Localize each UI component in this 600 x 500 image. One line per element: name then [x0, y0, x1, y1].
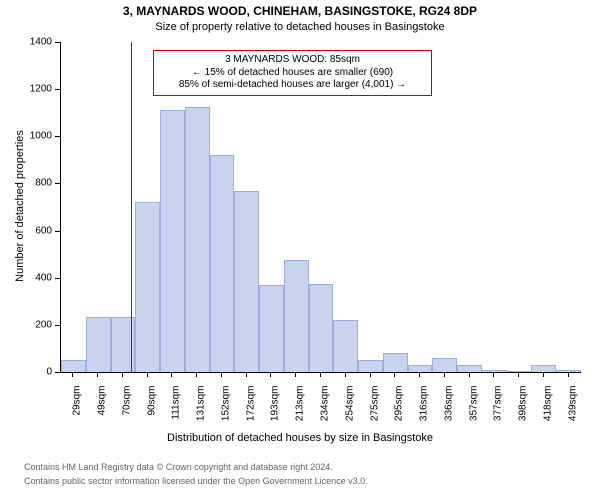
y-tick-label: 1000 [0, 131, 52, 142]
annotation-line: ← 15% of detached houses are smaller (69… [160, 67, 425, 80]
histogram-bar [135, 202, 160, 372]
x-tick-label: 29sqm [72, 386, 83, 436]
y-tick-mark [55, 278, 60, 279]
x-tick-label: 254sqm [344, 386, 355, 436]
x-tick-mark [122, 372, 123, 377]
x-tick-label: 49sqm [97, 386, 108, 436]
x-axis-label: Distribution of detached houses by size … [0, 432, 600, 444]
histogram-bar [432, 358, 457, 372]
y-axis-label: Number of detached properties [14, 106, 26, 306]
x-tick-label: 213sqm [295, 386, 306, 436]
y-tick-mark [55, 136, 60, 137]
x-tick-mark [196, 372, 197, 377]
x-tick-label: 193sqm [270, 386, 281, 436]
x-tick-label: 70sqm [121, 386, 132, 436]
histogram-bar [185, 107, 210, 372]
y-tick-label: 1200 [0, 84, 52, 95]
histogram-bar [333, 320, 358, 372]
x-tick-label: 439sqm [567, 386, 578, 436]
x-tick-mark [469, 372, 470, 377]
x-tick-mark [97, 372, 98, 377]
x-tick-label: 275sqm [369, 386, 380, 436]
x-tick-mark [419, 372, 420, 377]
x-tick-mark [147, 372, 148, 377]
y-tick-mark [55, 372, 60, 373]
x-tick-label: 234sqm [319, 386, 330, 436]
x-tick-mark [493, 372, 494, 377]
x-tick-mark [320, 372, 321, 377]
x-tick-mark [394, 372, 395, 377]
x-tick-mark [246, 372, 247, 377]
annotation-box: 3 MAYNARDS WOOD: 85sqm← 15% of detached … [153, 50, 432, 96]
x-tick-mark [270, 372, 271, 377]
x-tick-mark [543, 372, 544, 377]
histogram-bar [383, 353, 408, 372]
y-tick-mark [55, 231, 60, 232]
reference-line [131, 42, 132, 372]
chart-subtitle: Size of property relative to detached ho… [0, 21, 600, 33]
x-tick-label: 295sqm [394, 386, 405, 436]
histogram-bar [309, 284, 334, 372]
x-tick-mark [444, 372, 445, 377]
x-tick-label: 418sqm [542, 386, 553, 436]
x-tick-mark [345, 372, 346, 377]
histogram-bar [358, 360, 383, 372]
x-tick-mark [171, 372, 172, 377]
x-tick-mark [295, 372, 296, 377]
x-tick-label: 131sqm [196, 386, 207, 436]
histogram-bar [507, 371, 532, 372]
x-tick-mark [72, 372, 73, 377]
histogram-bar [61, 360, 86, 372]
x-tick-mark [518, 372, 519, 377]
y-tick-label: 0 [0, 367, 52, 378]
chart-title: 3, MAYNARDS WOOD, CHINEHAM, BASINGSTOKE,… [0, 4, 600, 18]
y-tick-label: 600 [0, 225, 52, 236]
x-tick-mark [370, 372, 371, 377]
annotation-line: 85% of semi-detached houses are larger (… [160, 79, 425, 92]
histogram-bar [259, 285, 284, 372]
x-tick-label: 90sqm [146, 386, 157, 436]
x-tick-label: 398sqm [518, 386, 529, 436]
footer-line-2: Contains public sector information licen… [24, 476, 368, 486]
x-tick-mark [568, 372, 569, 377]
x-tick-label: 152sqm [220, 386, 231, 436]
histogram-bar [86, 317, 111, 372]
y-tick-mark [55, 42, 60, 43]
histogram-bar [408, 365, 433, 372]
histogram-bar [531, 365, 556, 372]
y-tick-label: 800 [0, 178, 52, 189]
histogram-bar [234, 191, 259, 373]
y-tick-mark [55, 183, 60, 184]
y-tick-mark [55, 89, 60, 90]
histogram-bar [210, 155, 235, 372]
histogram-bar [457, 365, 482, 372]
histogram-bar [160, 110, 185, 372]
y-tick-label: 400 [0, 272, 52, 283]
y-tick-mark [55, 325, 60, 326]
histogram-bar [284, 260, 309, 372]
x-tick-label: 316sqm [419, 386, 430, 436]
annotation-line: 3 MAYNARDS WOOD: 85sqm [160, 54, 425, 67]
histogram-chart: 3, MAYNARDS WOOD, CHINEHAM, BASINGSTOKE,… [0, 0, 600, 500]
y-tick-label: 200 [0, 319, 52, 330]
y-tick-label: 1400 [0, 37, 52, 48]
x-tick-label: 357sqm [468, 386, 479, 436]
x-tick-label: 172sqm [245, 386, 256, 436]
footer-line-1: Contains HM Land Registry data © Crown c… [24, 462, 333, 472]
x-tick-label: 336sqm [443, 386, 454, 436]
x-tick-mark [221, 372, 222, 377]
x-tick-label: 377sqm [493, 386, 504, 436]
x-tick-label: 111sqm [171, 386, 182, 436]
